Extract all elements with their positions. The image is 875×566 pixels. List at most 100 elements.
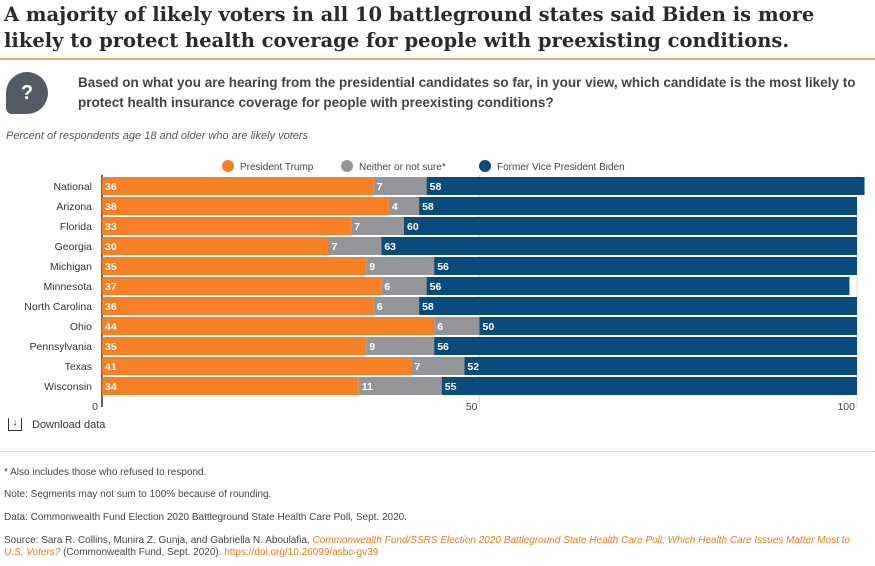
data-label: 6: [377, 301, 383, 313]
category-label: Michigan: [50, 261, 92, 273]
bar-segment: [102, 357, 412, 375]
survey-question: Based on what you are hearing from the p…: [78, 75, 856, 110]
bar-segment: [102, 197, 389, 215]
data-label: 44: [105, 321, 117, 333]
data-label: 7: [377, 181, 383, 193]
x-tick-label: 100: [837, 401, 855, 413]
bar-segment: [404, 217, 857, 235]
category-label: Pennsylvania: [30, 341, 93, 353]
footnote-source: Source: Sara R. Collins, Munira Z. Gunja…: [4, 535, 870, 559]
bar-segment: [434, 257, 857, 275]
source-prefix: Source: Sara R. Collins, Munira Z. Gunja…: [4, 535, 313, 546]
source-title-link[interactable]: Commonwealth Fund/SSRS Election 2020 Bat…: [4, 535, 850, 558]
data-label: 56: [437, 341, 449, 353]
legend-label: President Trump: [240, 162, 314, 173]
data-label: 34: [105, 381, 117, 393]
data-label: 56: [430, 281, 442, 293]
download-data-button[interactable]: ↓ Download data: [8, 418, 105, 431]
divider: [0, 451, 875, 452]
data-label: 52: [467, 361, 479, 373]
data-label: 35: [105, 341, 117, 353]
data-label: 50: [483, 321, 495, 333]
bar-segment: [102, 257, 367, 275]
bar-segment: [373, 297, 420, 315]
question-mark-icon: ?: [6, 72, 48, 114]
category-label: Ohio: [70, 321, 92, 333]
data-label: 6: [384, 281, 390, 293]
category-label: National: [53, 181, 92, 193]
data-label: 7: [415, 361, 421, 373]
chart-title: A majority of likely voters in all 10 ba…: [4, 3, 815, 52]
footnote-data: Data: Commonwealth Fund Election 2020 Ba…: [4, 512, 408, 523]
title-rule: [0, 58, 875, 60]
bar-segment: [102, 297, 374, 315]
category-label: Texas: [65, 361, 92, 373]
chart-subtitle: Percent of respondents age 18 and older …: [6, 130, 309, 142]
bar-segment: [102, 317, 435, 335]
bar-segment: [419, 297, 857, 315]
category-label: Minnesota: [44, 281, 93, 293]
data-label: 11: [362, 381, 373, 393]
data-label: 30: [105, 241, 117, 253]
bar-segment: [441, 377, 857, 395]
data-label: 7: [332, 241, 338, 253]
legend-swatch: [222, 160, 234, 172]
bar-segment: [388, 197, 420, 215]
bar-segment: [479, 317, 857, 335]
data-label: 37: [105, 281, 117, 293]
bar-segment: [419, 197, 857, 215]
bar-segment: [102, 177, 374, 195]
bar-segment: [366, 337, 435, 355]
data-label: 35: [105, 261, 117, 273]
category-label: Georgia: [55, 241, 93, 253]
download-icon: ↓: [8, 418, 22, 431]
stacked-bar-chart: President Trump Neither or not sure* Forme…: [24, 160, 865, 413]
bar-segment: [351, 217, 404, 235]
bar-segment: [464, 357, 857, 375]
category-label: Arizona: [56, 201, 92, 213]
legend-swatch: [479, 160, 491, 172]
data-label: 58: [422, 301, 434, 313]
data-label: 63: [384, 241, 396, 253]
bar-segment: [411, 357, 465, 375]
data-label: 36: [105, 301, 117, 313]
data-label: 41: [105, 361, 117, 373]
data-label: 4: [392, 201, 398, 213]
footnote-note: Note: Segments may not sum to 100% becau…: [4, 489, 272, 500]
data-label: 38: [105, 201, 117, 213]
download-label: Download data: [32, 418, 106, 431]
x-tick-label: 0: [92, 401, 98, 413]
bar-segment: [102, 377, 359, 395]
bar-segment: [434, 317, 480, 335]
bar-segment: [373, 177, 427, 195]
footnote-asterisk: * Also includes those who refused to res…: [4, 467, 207, 478]
legend-swatch: [341, 160, 353, 172]
data-label: 58: [430, 181, 442, 193]
data-label: 33: [105, 221, 117, 233]
bar-segment: [434, 337, 857, 355]
bar-segment: [381, 237, 857, 255]
bar-segment: [102, 217, 352, 235]
data-label: 58: [422, 201, 434, 213]
data-label: 60: [407, 221, 419, 233]
bar-segment: [426, 277, 850, 295]
bar-segment: [426, 177, 865, 195]
bar-segment: [102, 237, 329, 255]
bar-segment: [328, 237, 382, 255]
legend-label: Former Vice President Biden: [497, 162, 625, 173]
category-label: North Carolina: [24, 301, 92, 313]
bar-segment: [381, 277, 427, 295]
bar-segment: [102, 277, 382, 295]
data-label: 7: [354, 221, 360, 233]
x-tick-label: 50: [466, 401, 478, 413]
legend-label: Neither or not sure*: [359, 162, 446, 173]
bar-segment: [366, 257, 435, 275]
category-label: Wisconsin: [44, 381, 92, 393]
bar-segment: [358, 377, 442, 395]
source-suffix: (Commonwealth Fund, Sept. 2020).: [60, 547, 225, 558]
data-label: 6: [437, 321, 443, 333]
doi-link[interactable]: https://doi.org/10.26099/asbc-gv39: [224, 547, 379, 558]
data-label: 9: [369, 341, 375, 353]
category-label: Florida: [60, 221, 92, 233]
data-label: 56: [437, 261, 449, 273]
